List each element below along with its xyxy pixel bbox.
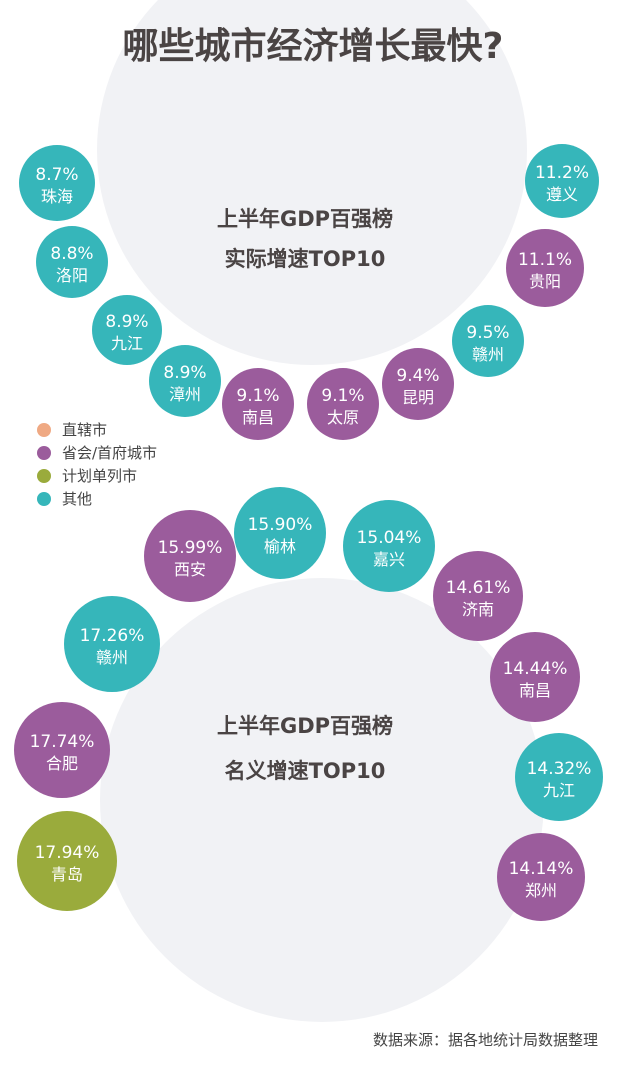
bubble-value: 17.74% <box>30 732 95 752</box>
bottom-center-title-1: 上半年GDP百强榜 <box>217 714 393 738</box>
bubble-city: 遵义 <box>546 185 578 204</box>
bubble-city: 赣州 <box>96 648 128 667</box>
bubble-city: 嘉兴 <box>373 550 405 569</box>
bubble-value: 9.5% <box>466 323 509 343</box>
bubble-value: 14.61% <box>446 578 511 598</box>
page-title: 哪些城市经济增长最快? <box>123 26 504 67</box>
bubble-青岛: 17.94% 青岛 <box>17 811 117 911</box>
bubble-value: 9.1% <box>236 386 279 406</box>
bubble-circle <box>64 596 160 692</box>
legend-swatch <box>37 446 51 460</box>
bottom-center-title-2: 名义增速TOP10 <box>225 759 386 783</box>
top-background-circle <box>97 0 527 365</box>
source-note: 数据来源：据各地统计局数据整理 <box>373 1031 598 1049</box>
bubble-漳州: 8.9% 漳州 <box>149 345 221 417</box>
bubble-南昌: 9.1% 南昌 <box>222 368 294 440</box>
bubble-济南: 14.61% 济南 <box>433 551 523 641</box>
bubble-郑州: 14.14% 郑州 <box>497 833 585 921</box>
bubble-city: 漳州 <box>169 385 201 404</box>
bubble-遵义: 11.2% 遵义 <box>525 144 599 218</box>
bubble-city: 济南 <box>462 600 494 619</box>
bubble-value: 15.04% <box>357 528 422 548</box>
bubble-circle <box>17 811 117 911</box>
bubble-circle <box>433 551 523 641</box>
legend-swatch <box>37 469 51 483</box>
bubble-city: 青岛 <box>51 865 83 884</box>
bubble-赣州: 17.26% 赣州 <box>64 596 160 692</box>
bubble-city: 郑州 <box>525 881 557 900</box>
top-center-title-2: 实际增速TOP10 <box>225 247 386 271</box>
top-center-title-1: 上半年GDP百强榜 <box>217 207 393 231</box>
bubble-珠海: 8.7% 珠海 <box>19 145 95 221</box>
bubble-嘉兴: 15.04% 嘉兴 <box>343 500 435 592</box>
bubble-circle <box>497 833 585 921</box>
legend-label: 省会/首府城市 <box>62 444 157 462</box>
legend-label: 计划单列市 <box>62 467 137 485</box>
bubble-circle <box>14 702 110 798</box>
bubble-昆明: 9.4% 昆明 <box>382 348 454 420</box>
bubble-value: 8.8% <box>50 244 93 264</box>
bubble-city: 赣州 <box>472 345 504 364</box>
bubble-洛阳: 8.8% 洛阳 <box>36 226 108 298</box>
bubble-榆林: 15.90% 榆林 <box>234 487 326 579</box>
bubble-city: 昆明 <box>402 388 434 407</box>
bubble-太原: 9.1% 太原 <box>307 368 379 440</box>
bubble-value: 8.9% <box>105 312 148 332</box>
bubble-city: 南昌 <box>519 681 551 700</box>
bubble-city: 榆林 <box>264 537 296 556</box>
legend-swatch <box>37 423 51 437</box>
bubble-西安: 15.99% 西安 <box>144 510 236 602</box>
bubble-city: 九江 <box>111 334 143 353</box>
legend-label: 其他 <box>62 490 92 508</box>
bubble-合肥: 17.74% 合肥 <box>14 702 110 798</box>
bubble-circle <box>92 295 162 365</box>
bubble-value: 11.2% <box>535 163 589 183</box>
bubble-九江: 8.9% 九江 <box>92 295 162 365</box>
bubble-value: 17.94% <box>35 843 100 863</box>
bubble-city: 珠海 <box>41 187 73 206</box>
bubble-九江: 14.32% 九江 <box>515 733 603 821</box>
bubble-city: 贵阳 <box>529 272 561 291</box>
bubble-circle <box>149 345 221 417</box>
bubble-value: 11.1% <box>518 250 572 270</box>
bubble-circle <box>222 368 294 440</box>
bubble-circle <box>36 226 108 298</box>
bubble-circle <box>234 487 326 579</box>
bubble-circle <box>506 229 584 307</box>
bubble-circle <box>19 145 95 221</box>
bubble-circle <box>452 305 524 377</box>
bubble-city: 洛阳 <box>56 266 88 285</box>
legend-swatch <box>37 492 51 506</box>
bubble-circle <box>307 368 379 440</box>
bubble-city: 太原 <box>327 408 359 427</box>
bubbles: 8.7% 珠海 8.8% 洛阳 8.9% 九江 8.9% 漳州 9.1% 南昌 9.1% 太原 9.4%… <box>14 144 603 921</box>
bubble-circle <box>490 632 580 722</box>
bubble-circle <box>343 500 435 592</box>
bubble-circle <box>382 348 454 420</box>
bubble-city: 西安 <box>174 560 206 579</box>
bubble-value: 17.26% <box>80 626 145 646</box>
bubble-city: 南昌 <box>242 408 274 427</box>
bubble-value: 8.9% <box>163 363 206 383</box>
bubble-贵阳: 11.1% 贵阳 <box>506 229 584 307</box>
legend-label: 直辖市 <box>62 421 107 439</box>
bottom-background-circle <box>100 578 544 1022</box>
bubble-value: 8.7% <box>35 165 78 185</box>
bubble-value: 15.99% <box>158 538 223 558</box>
bubble-南昌: 14.44% 南昌 <box>490 632 580 722</box>
bubble-circle <box>525 144 599 218</box>
bubble-value: 14.14% <box>509 859 574 879</box>
bubble-value: 14.32% <box>527 759 592 779</box>
bubble-circle <box>515 733 603 821</box>
bubble-赣州: 9.5% 赣州 <box>452 305 524 377</box>
bubble-value: 15.90% <box>248 515 313 535</box>
bubble-city: 九江 <box>543 781 575 800</box>
bubble-value: 14.44% <box>503 659 568 679</box>
bubble-value: 9.4% <box>396 366 439 386</box>
bubble-value: 9.1% <box>321 386 364 406</box>
bubble-circle <box>144 510 236 602</box>
bubble-city: 合肥 <box>46 754 78 773</box>
